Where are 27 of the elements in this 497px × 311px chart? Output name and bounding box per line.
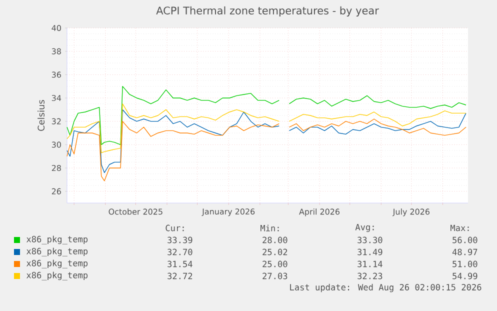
text: 27.03 [262, 272, 288, 280]
legend-label: x86_pkg_temp [26, 236, 88, 244]
chart-title: ACPI Thermal zone temperatures - by year [156, 6, 379, 17]
text: 31.49 [358, 248, 382, 256]
text: 25.00 [262, 260, 288, 268]
text: Cur: [166, 224, 184, 232]
text: 32.72 [168, 272, 192, 280]
text: 33.39 [168, 236, 192, 244]
text: 31.54 [168, 260, 192, 268]
text: 32.70 [168, 248, 192, 256]
text: Last update: Wed Aug 26 02:00:15 2026 [290, 284, 482, 292]
text: 31.14 [358, 260, 382, 268]
legend-label: x86_pkg_temp [26, 272, 88, 280]
text: 51.00 [452, 260, 478, 268]
text: 28.00 [262, 236, 288, 244]
text: 48.97 [452, 248, 478, 256]
text: Min: [260, 224, 279, 232]
text: Max: [450, 224, 469, 232]
text: 54.99 [452, 272, 478, 280]
legend-label: x86_pkg_temp [26, 260, 88, 268]
legend-label: x86_pkg_temp [26, 248, 88, 256]
text: 33.30 [358, 236, 382, 244]
text: Avg: [355, 224, 374, 232]
y-axis-title: Celsius [38, 100, 45, 131]
text: 25.02 [262, 248, 288, 256]
text: 32.23 [358, 272, 382, 280]
text: 56.00 [452, 236, 478, 244]
